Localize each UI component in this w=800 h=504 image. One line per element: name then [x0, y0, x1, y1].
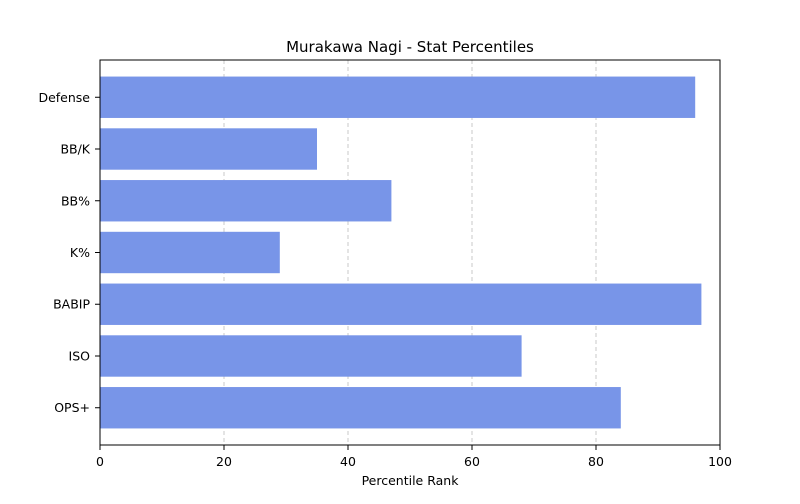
y-tick-label: BABIP: [53, 297, 90, 312]
x-tick-label: 60: [464, 454, 480, 469]
bar-iso: [100, 335, 522, 377]
x-axis-ticks: 0 20 40 60 80 100: [96, 445, 732, 469]
bar-babip: [100, 283, 702, 325]
x-tick-label: 80: [588, 454, 604, 469]
y-tick-label: BB/K: [60, 142, 90, 157]
x-tick-label: 100: [708, 454, 732, 469]
bar-defense: [100, 76, 696, 118]
bar-bb-: [100, 180, 392, 222]
y-tick-label: ISO: [69, 348, 91, 363]
bar-bb-k: [100, 128, 317, 170]
x-tick-label: 0: [96, 454, 104, 469]
bar-ops-: [100, 387, 621, 429]
x-axis-label: Percentile Rank: [362, 473, 460, 488]
y-tick-label: BB%: [61, 193, 90, 208]
bar-k-: [100, 231, 280, 274]
y-tick-label: Defense: [38, 90, 90, 105]
bars: [100, 76, 702, 429]
x-tick-label: 40: [340, 454, 356, 469]
y-axis-ticks: Defense BB/K BB% K% BABIP ISO OPS+: [38, 90, 100, 415]
x-tick-label: 20: [216, 454, 232, 469]
y-tick-label: OPS+: [54, 400, 90, 415]
chart-title: Murakawa Nagi - Stat Percentiles: [286, 38, 534, 56]
y-tick-label: K%: [70, 245, 90, 260]
